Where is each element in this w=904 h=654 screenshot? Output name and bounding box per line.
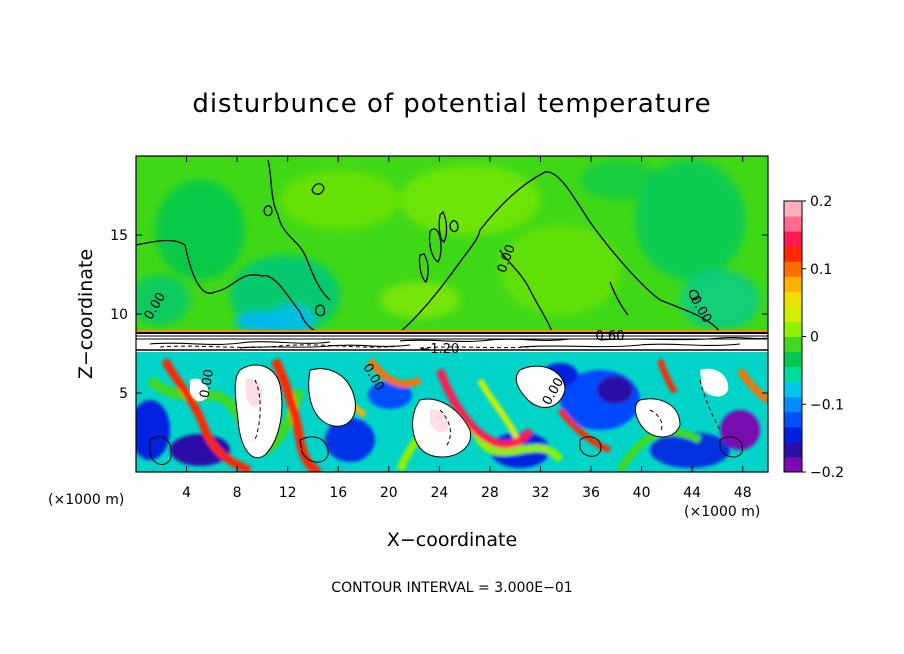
x-tick-label: 12	[279, 485, 297, 501]
colorbar-swatch	[784, 276, 802, 292]
colorbar-swatch	[784, 351, 802, 368]
colorbar-swatch	[784, 411, 802, 428]
colorbar-tick-label: −0.2	[810, 465, 844, 481]
x-tick-label: 36	[582, 485, 600, 501]
colorbar-tick-label: 0.1	[810, 262, 832, 278]
colorbar-swatch	[784, 336, 802, 353]
x-tick-label: 32	[532, 485, 550, 501]
colorbar-swatch	[784, 216, 802, 232]
y-axis-label: Z−coordinate	[75, 249, 97, 379]
x-tick-label: 48	[734, 485, 752, 501]
colorbar-tick-label: −0.1	[810, 397, 844, 413]
x-tick-label: 20	[380, 485, 398, 501]
colorbar-swatch	[784, 246, 802, 262]
colorbar-swatch	[784, 441, 802, 458]
x-axis-label: X−coordinate	[387, 529, 517, 551]
x-tick-label: 16	[329, 485, 347, 501]
chart-title: disturbunce of potential temperature	[192, 89, 711, 119]
x-tick-label: 4	[182, 485, 191, 501]
y-tick-label: 5	[119, 386, 128, 402]
x-tick-label: 24	[430, 485, 448, 501]
colorbar-swatch	[784, 231, 802, 247]
x-axis: 4 8 12 16 20 24 28 32 36 40 44 48	[182, 156, 752, 501]
y-tick-label: 15	[110, 228, 128, 244]
x-unit-right: (×1000 m)	[684, 504, 760, 520]
colorbar-swatch	[784, 321, 802, 337]
x-tick-label: 8	[233, 485, 242, 501]
contour-label: 0.60	[596, 329, 625, 344]
lower-field	[136, 352, 768, 472]
x-tick-label: 28	[481, 485, 499, 501]
colorbar-swatch	[784, 291, 802, 307]
colorbar-swatch	[784, 456, 802, 473]
y-tick-label: 10	[110, 307, 128, 323]
colorbar: 0.2 0.1 0 −0.1 −0.2	[783, 194, 844, 481]
colorbar-swatch	[784, 366, 802, 383]
x-tick-label: 44	[683, 485, 701, 501]
plot-area: 0.000.000.000.60−1.200.00 0.00 0.00	[135, 155, 769, 473]
colorbar-swatch	[784, 381, 802, 398]
colorbar-tick-label: 0	[810, 330, 819, 346]
x-tick-label: 40	[633, 485, 651, 501]
upper-field	[136, 156, 768, 332]
contour-label: 0.00	[197, 368, 217, 399]
colorbar-swatch	[784, 261, 802, 277]
contour-interval-note: CONTOUR INTERVAL = 3.000E−01	[331, 580, 572, 596]
y-axis: 5 10 15	[110, 228, 768, 402]
colorbar-swatch	[784, 201, 802, 217]
colorbar-tick-label: 0.2	[810, 194, 832, 210]
colorbar-swatch	[784, 306, 802, 322]
colorbar-swatch	[784, 396, 802, 413]
x-unit-left: (×1000 m)	[48, 492, 124, 508]
colorbar-swatch	[784, 426, 802, 443]
contour-label: −1.20	[419, 342, 459, 357]
